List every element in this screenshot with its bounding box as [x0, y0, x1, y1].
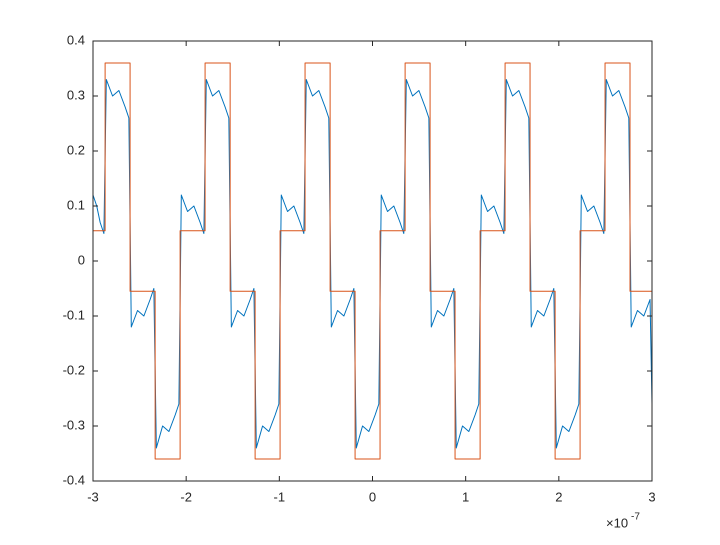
data-line	[93, 62, 652, 460]
y-tick-label: 0.3	[67, 87, 85, 102]
axes-box	[92, 40, 653, 482]
x-tick-label: -3	[87, 489, 99, 504]
x-tick-label: 2	[555, 489, 562, 504]
y-tick-label: -0.3	[63, 417, 85, 432]
x-tick-label: 3	[648, 489, 655, 504]
y-tick-label: -0.4	[63, 472, 85, 487]
x-exponent-base: ×10	[606, 515, 628, 530]
y-tick-label: -0.1	[63, 307, 85, 322]
y-tick-label: 0.2	[67, 142, 85, 157]
y-tick-label: 0.1	[67, 197, 85, 212]
x-tick-label: -1	[274, 489, 286, 504]
y-tick-label: -0.2	[63, 362, 85, 377]
data-line	[92, 79, 653, 449]
y-tick-label: 0	[78, 252, 85, 267]
y-tick-label: 0.4	[67, 32, 85, 47]
x-exponent: -7	[631, 512, 640, 523]
x-tick-label: 0	[369, 489, 376, 504]
x-tick-label: -2	[180, 489, 192, 504]
x-tick-label: 1	[462, 489, 469, 504]
